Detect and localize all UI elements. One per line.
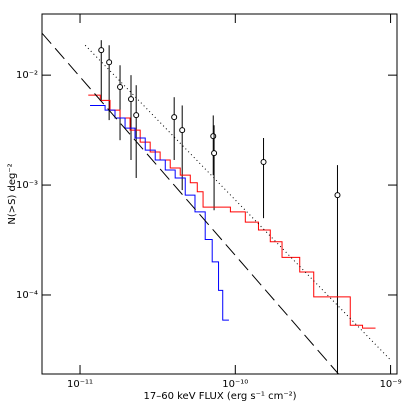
data-point — [211, 150, 218, 157]
x-tick-label: 10⁻⁹ — [380, 379, 402, 390]
step-line — [88, 94, 376, 329]
data-point — [334, 192, 341, 199]
x-tick-label: 10⁻¹¹ — [67, 379, 93, 390]
data-point — [210, 133, 217, 140]
plot-frame — [41, 13, 398, 375]
data-point — [171, 114, 178, 121]
step-line — [90, 104, 229, 321]
y-axis-label: N(>S) deg⁻² — [7, 163, 18, 224]
x-tick-label: 10⁻¹⁰ — [222, 379, 248, 390]
y-tick-label: 10⁻² — [16, 70, 38, 81]
y-tick-label: 10⁻³ — [16, 180, 38, 191]
data-point — [133, 112, 140, 119]
data-point — [179, 127, 186, 134]
data-point — [260, 159, 267, 166]
x-axis-label: 17–60 keV FLUX (erg s⁻¹ cm⁻²) — [143, 391, 296, 402]
data-point — [98, 47, 105, 54]
data-point — [128, 96, 135, 103]
data-point — [117, 84, 124, 91]
plot-area — [42, 32, 391, 374]
model-line — [42, 32, 339, 374]
data-point — [106, 59, 113, 66]
y-tick-label: 10⁻⁴ — [16, 290, 38, 301]
